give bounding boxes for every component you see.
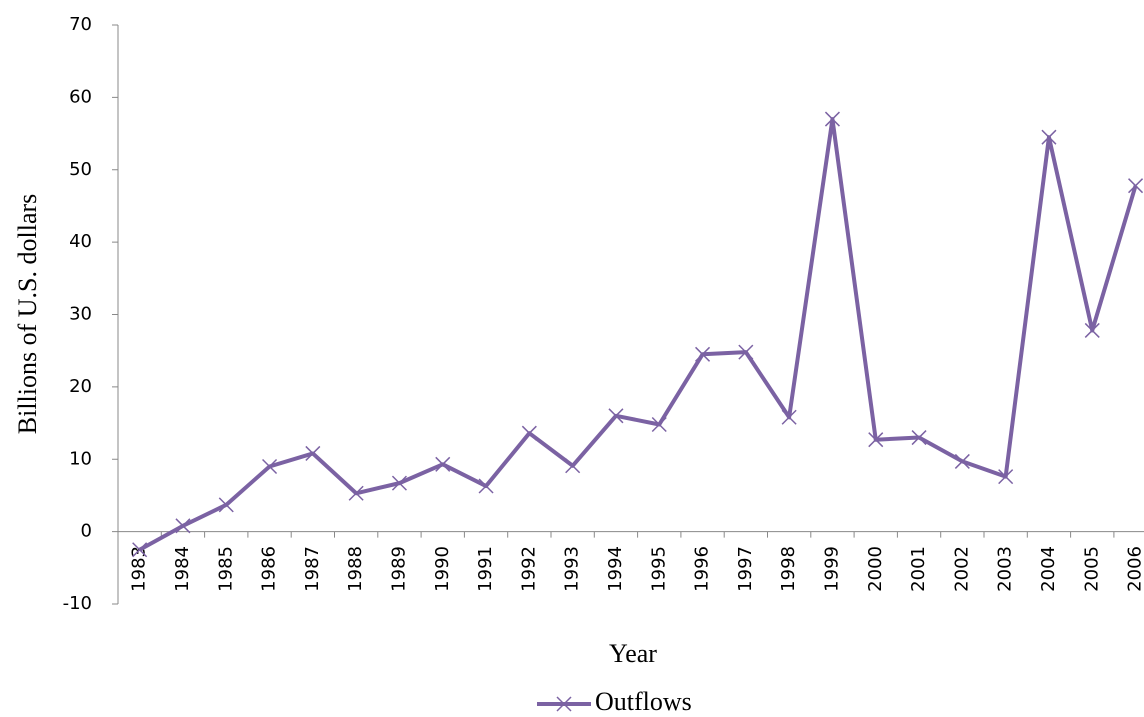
series-line (138, 117, 1138, 552)
x-tick-label: 1990 (432, 546, 453, 592)
point-marker (478, 478, 494, 494)
x-tick-label: 1985 (215, 546, 236, 592)
point-marker (695, 346, 711, 362)
y-tick-label: 50 (69, 159, 92, 180)
y-tick-label: 10 (69, 448, 92, 469)
legend-marker (556, 696, 572, 712)
x-tick-label: 1983 (129, 546, 150, 592)
x-tick-label: 1989 (388, 546, 409, 592)
y-tick-label: -10 (63, 593, 92, 614)
point-marker (305, 445, 321, 461)
y-tick-label: 0 (81, 521, 92, 542)
x-tick-label: 2003 (995, 546, 1016, 592)
x-tick-label: 2000 (865, 546, 886, 592)
point-marker (608, 408, 624, 424)
x-tick-label: 1987 (302, 546, 323, 592)
point-marker (781, 409, 797, 425)
point-marker (348, 485, 364, 501)
x-tick-label: 1996 (692, 546, 713, 592)
x-tick-label: 1986 (259, 546, 280, 592)
x-tick-label: 1999 (821, 546, 842, 592)
point-marker (521, 425, 537, 441)
x-axis-title: Year (609, 639, 657, 668)
y-tick-label: 20 (69, 376, 92, 397)
y-tick-label: 40 (69, 231, 92, 252)
point-marker (868, 432, 884, 448)
x-tick-label: 1992 (518, 546, 539, 592)
point-marker (175, 518, 191, 534)
y-tick-label: 70 (69, 14, 92, 35)
x-tick-label: 1993 (562, 546, 583, 592)
y-tick-label: 30 (69, 304, 92, 325)
point-marker (954, 453, 970, 469)
x-tick-label: 1995 (648, 546, 669, 592)
x-tick-label: 2004 (1038, 546, 1059, 592)
x-tick-label: 2002 (951, 546, 972, 592)
y-tick-label: 60 (69, 86, 92, 107)
point-marker (1041, 129, 1057, 145)
point-marker (1128, 178, 1144, 194)
point-marker (824, 111, 840, 127)
x-tick-label: 1994 (605, 546, 626, 592)
point-marker (262, 458, 278, 475)
x-tick-label: 2006 (1125, 546, 1144, 592)
x-tick-label: 1991 (475, 546, 496, 592)
x-tick-label: 1984 (172, 546, 193, 592)
x-tick-label: 1988 (345, 546, 366, 592)
point-marker (738, 344, 754, 360)
point-marker (911, 430, 927, 446)
y-axis-title: Billions of U.S. dollars (13, 194, 42, 435)
x-tick-label: 2005 (1081, 546, 1102, 592)
legend-label: Outflows (595, 687, 692, 716)
point-marker (218, 497, 234, 513)
x-tick-label: 2001 (908, 546, 929, 592)
point-marker (565, 458, 581, 474)
point-marker (132, 542, 148, 558)
point-marker (435, 456, 451, 472)
point-marker (998, 469, 1014, 485)
x-tick-label: 1998 (778, 546, 799, 592)
point-marker (1084, 322, 1100, 338)
point-marker (391, 475, 407, 491)
x-tick-label: 1997 (735, 546, 756, 592)
point-marker (651, 416, 667, 433)
